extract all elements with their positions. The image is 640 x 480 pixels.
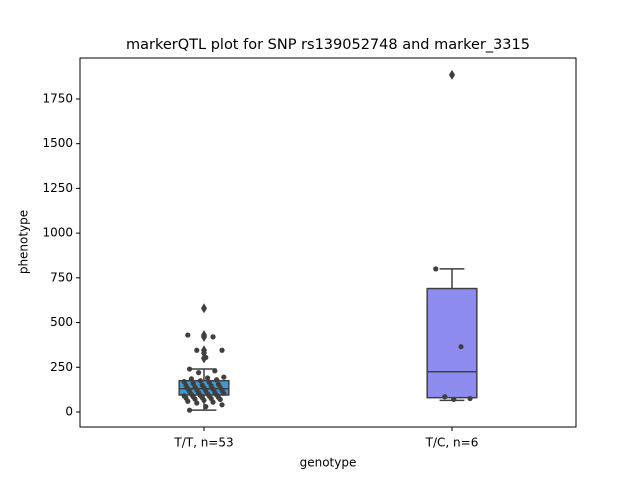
y-tick-label: 750	[50, 270, 73, 284]
point	[217, 396, 223, 403]
point	[192, 396, 198, 402]
y-tick-label: 1250	[42, 181, 73, 195]
y-tick-label: 1000	[42, 226, 73, 240]
y-tick-label: 0	[65, 404, 73, 418]
point	[203, 404, 209, 410]
flier	[201, 331, 207, 342]
point	[194, 400, 200, 406]
point	[458, 344, 464, 350]
y-tick-label: 1500	[42, 136, 73, 150]
point	[181, 378, 187, 385]
y-tick-label: 500	[50, 315, 73, 329]
point	[467, 395, 473, 402]
point	[195, 370, 202, 376]
point	[210, 334, 216, 340]
point	[451, 396, 457, 403]
chart-title: markerQTL plot for SNP rs139052748 and m…	[126, 37, 530, 53]
point	[194, 347, 200, 353]
y-axis-label: phenotype	[17, 210, 31, 274]
point	[212, 368, 218, 374]
point	[203, 354, 209, 361]
point	[442, 394, 448, 400]
point	[197, 378, 203, 384]
point	[214, 377, 220, 383]
point	[219, 402, 225, 408]
point	[186, 407, 193, 413]
point	[205, 375, 211, 381]
point	[188, 376, 194, 382]
x-tick-label: T/C, n=6	[425, 436, 479, 450]
point	[201, 397, 207, 403]
point	[449, 72, 455, 78]
point	[210, 399, 216, 405]
point	[433, 266, 439, 272]
x-axis-label: genotype	[300, 456, 357, 470]
point	[185, 398, 191, 404]
point	[221, 374, 227, 380]
point	[219, 347, 225, 353]
box	[426, 287, 478, 399]
plot-frame	[79, 57, 577, 428]
point	[186, 366, 193, 372]
point	[221, 390, 227, 396]
point	[185, 332, 191, 338]
x-tick-label: T/T, n=53	[173, 436, 233, 450]
point	[201, 305, 207, 311]
y-tick-label: 250	[50, 360, 73, 374]
y-tick-label: 1750	[42, 91, 73, 105]
